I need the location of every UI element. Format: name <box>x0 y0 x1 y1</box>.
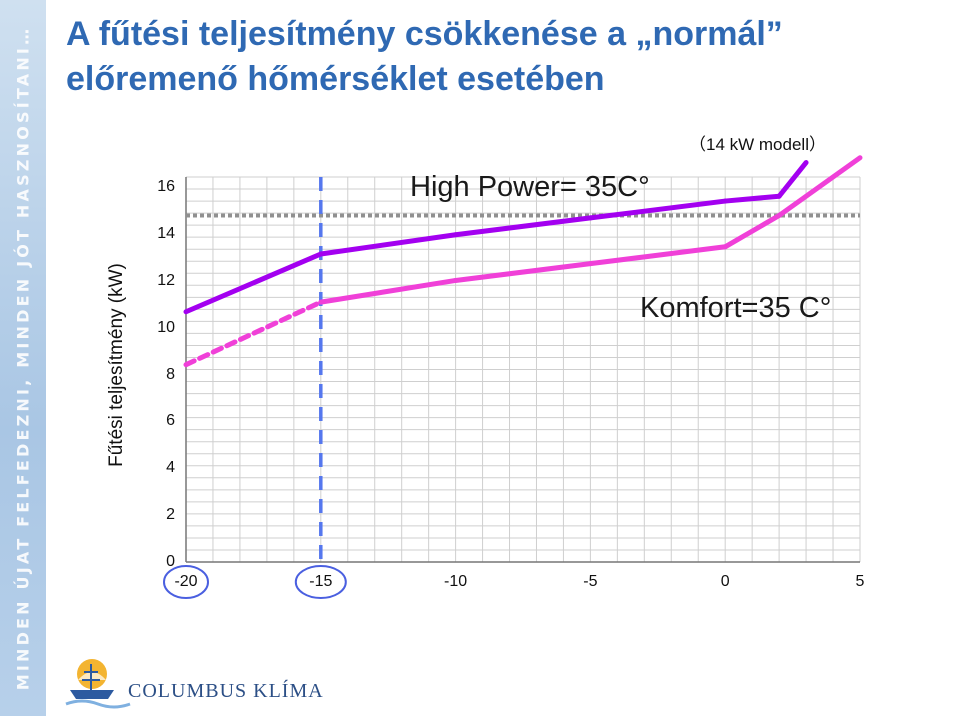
x-tick-label: -10 <box>444 573 468 590</box>
series-komfort-segment <box>776 155 863 218</box>
tick-highlight-circle <box>294 565 347 599</box>
komfort-label: Komfort=35 C° <box>640 292 832 324</box>
series-komfort-segment <box>183 299 324 368</box>
x-tick-label: 0 <box>720 573 730 590</box>
series-high-power-segment <box>318 232 459 257</box>
page-title: A fűtési teljesítmény csökkenése a „norm… <box>66 12 783 102</box>
title-line-1: A fűtési teljesítmény csökkenése a „norm… <box>66 15 783 53</box>
brand-name: COLUMBUS KLÍMA <box>128 680 324 702</box>
y-tick-label: 6 <box>166 412 175 430</box>
model-note: （14 kW modell） <box>689 135 826 154</box>
series-komfort-segment <box>453 261 593 283</box>
y-axis-label: Fűtési teljesítmény (kW) <box>106 263 127 467</box>
x-tick-label: -20 <box>174 573 198 590</box>
y-tick-label: 12 <box>157 271 175 289</box>
series-high-power-segment <box>722 193 782 204</box>
series-high-power-segment <box>453 215 593 238</box>
y-tick-label: 10 <box>157 318 175 336</box>
high-power-label: High Power= 35C° <box>410 171 650 203</box>
title-line-2: előremenő hőmérséklet esetében <box>66 60 605 98</box>
y-tick-label: 8 <box>166 365 175 383</box>
x-tick-label: 5 <box>855 573 865 590</box>
series-high-power-segment <box>183 251 324 315</box>
series-komfort-segment <box>722 213 782 250</box>
x-tick-label: -15 <box>309 573 333 590</box>
series-komfort-segment <box>587 244 728 267</box>
side-banner: MINDEN ÚJAT FELFEDEZNI, MINDEN JÓT HASZN… <box>0 0 46 716</box>
series-komfort-segment <box>318 277 459 305</box>
y-tick-label: 2 <box>166 506 175 524</box>
x-tick-label: -5 <box>583 573 598 590</box>
y-tick-label: 16 <box>157 178 175 195</box>
series-high-power-segment <box>587 198 728 221</box>
y-tick-label: 4 <box>166 459 175 477</box>
y-tick-label: 0 <box>166 553 175 570</box>
y-tick-label: 14 <box>157 224 175 242</box>
series-high-power-segment <box>776 160 809 199</box>
columbus-logo-icon <box>65 659 131 709</box>
tick-highlight-circle <box>163 565 209 599</box>
